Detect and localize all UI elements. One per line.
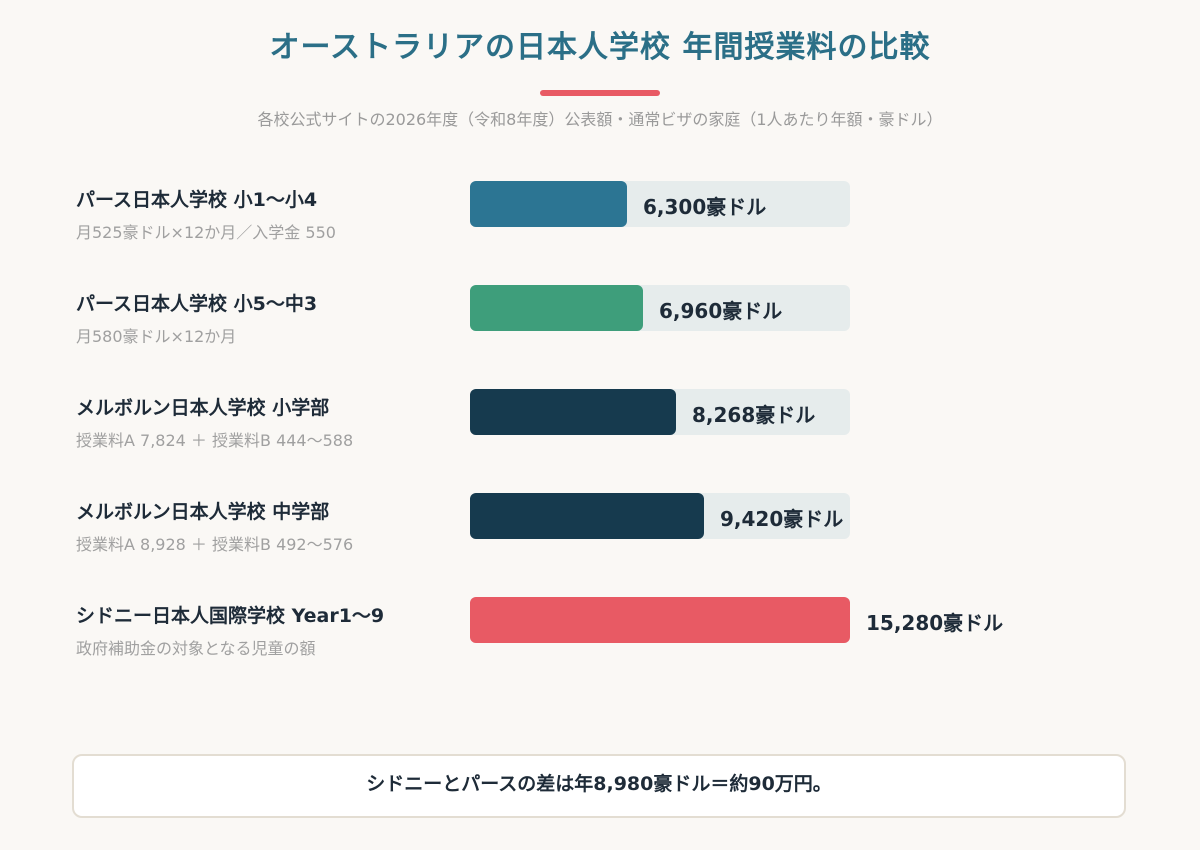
bar-value-label: 15,280豪ドル [866, 611, 1004, 635]
bar-value-label: 9,420豪ドル [720, 507, 844, 531]
summary-note: シドニーとパースの差は年8,980豪ドル＝約90万円。 [72, 754, 1126, 818]
page-title: オーストラリアの日本人学校 年間授業料の比較 [269, 30, 931, 65]
bar-value-label: 8,268豪ドル [692, 403, 816, 427]
bar [470, 493, 704, 539]
bar-value-label: 6,300豪ドル [643, 195, 767, 219]
category-label: メルボルン日本人学校 中学部 [76, 501, 330, 523]
chart-row: メルボルン日本人学校 小学部授業料A 7,824 ＋ 授業料B 444〜588 8… [0, 389, 1200, 469]
chart-row: メルボルン日本人学校 中学部授業料A 8,928 ＋ 授業料B 492〜576 9… [0, 493, 1200, 573]
bar-value-label: 6,960豪ドル [659, 299, 783, 323]
category-label: メルボルン日本人学校 小学部 [76, 397, 330, 419]
chart-row: パース日本人学校 小5〜中3 月580豪ドル×12か月 6,960豪ドル [0, 285, 1200, 365]
bar [470, 285, 643, 331]
bar [470, 389, 676, 435]
category-note: 月525豪ドル×12か月／入学金 550 [76, 223, 336, 242]
category-note: 政府補助金の対象となる児童の額 [76, 639, 316, 658]
summary-note-text: シドニーとパースの差は年8,980豪ドル＝約90万円。 [366, 773, 832, 795]
title-accent-line [540, 90, 660, 96]
bar [470, 597, 850, 643]
bar-chart: パース日本人学校 小1〜小4 月525豪ドル×12か月／入学金 550 6,300豪… [0, 181, 1200, 677]
category-note: 月580豪ドル×12か月 [76, 327, 237, 346]
chart-row: シドニー日本人国際学校 Year1〜9 政府補助金の対象となる児童の額 15,280… [0, 597, 1200, 677]
chart-row: パース日本人学校 小1〜小4 月525豪ドル×12か月／入学金 550 6,300豪… [0, 181, 1200, 261]
category-note: 授業料A 8,928 ＋ 授業料B 492〜576 [76, 535, 354, 554]
category-label: パース日本人学校 小1〜小4 [76, 189, 318, 211]
category-note: 授業料A 7,824 ＋ 授業料B 444〜588 [76, 431, 354, 450]
category-label: シドニー日本人国際学校 Year1〜9 [76, 605, 385, 627]
category-label: パース日本人学校 小5〜中3 [76, 293, 318, 315]
page-subtitle: 各校公式サイトの2026年度（令和8年度）公表額・通常ビザの家庭（1人あたり年額… [257, 110, 943, 129]
bar [470, 181, 627, 227]
